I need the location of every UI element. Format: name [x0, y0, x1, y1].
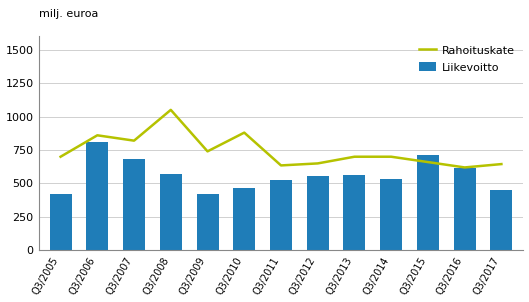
- Rahoituskate: [388, 155, 395, 159]
- Rahoituskate: [278, 164, 284, 167]
- Bar: [490, 190, 513, 250]
- Bar: [380, 179, 402, 250]
- Rahoituskate: [131, 139, 137, 143]
- Line: Rahoituskate: Rahoituskate: [61, 110, 501, 167]
- Bar: [160, 174, 182, 250]
- Rahoituskate: [315, 162, 321, 165]
- Bar: [123, 159, 145, 250]
- Text: milj. euroa: milj. euroa: [39, 9, 98, 19]
- Rahoituskate: [351, 155, 358, 159]
- Rahoituskate: [425, 160, 431, 164]
- Bar: [307, 176, 329, 250]
- Bar: [196, 194, 218, 250]
- Bar: [50, 194, 71, 250]
- Bar: [233, 188, 256, 250]
- Rahoituskate: [58, 155, 64, 159]
- Bar: [417, 156, 439, 250]
- Rahoituskate: [168, 108, 174, 112]
- Bar: [343, 175, 366, 250]
- Rahoituskate: [94, 133, 101, 137]
- Bar: [270, 180, 292, 250]
- Rahoituskate: [498, 162, 505, 166]
- Bar: [86, 142, 108, 250]
- Rahoituskate: [241, 131, 248, 134]
- Rahoituskate: [461, 165, 468, 169]
- Bar: [454, 168, 476, 250]
- Legend: Rahoituskate, Liikevoitto: Rahoituskate, Liikevoitto: [416, 42, 518, 76]
- Rahoituskate: [204, 149, 211, 153]
